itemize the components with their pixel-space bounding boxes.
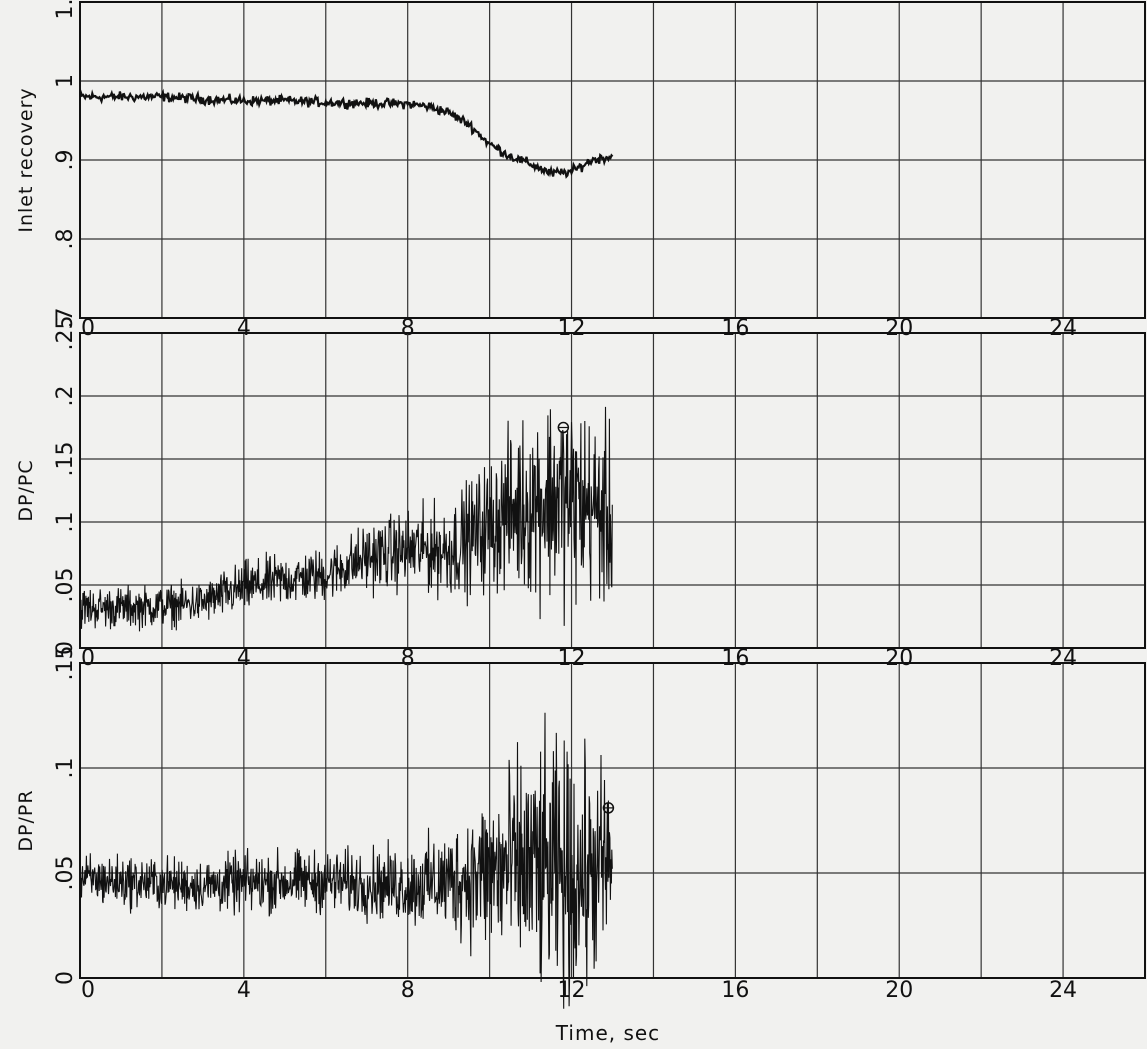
y-tick-label: 1 (53, 74, 78, 88)
series-line-dp-pc (79, 406, 613, 632)
x-tick-label: 0 (81, 316, 95, 341)
x-tick-label: 0 (81, 978, 95, 1003)
y-tick-label: .9 (53, 150, 78, 171)
x-tick-label: 8 (401, 978, 415, 1003)
y-axis-label-dp-pr: DP/PR (15, 789, 37, 851)
y-tick-label: .8 (53, 229, 78, 250)
y-axis-label-inlet-recovery: Inlet recovery (15, 87, 37, 232)
plot-frame (79, 662, 1146, 979)
y-tick-label: .15 (53, 646, 78, 681)
plot-frame (79, 332, 1146, 649)
y-tick-label: .2 (53, 386, 78, 407)
x-tick-label: 0 (81, 646, 95, 671)
x-tick-label: 4 (237, 646, 251, 671)
x-axis-label: Time, sec (555, 1021, 660, 1045)
y-tick-label: .1 (53, 512, 78, 533)
y-tick-label: .25 (53, 316, 78, 351)
x-tick-label: 16 (721, 978, 749, 1003)
y-tick-label: 0 (53, 641, 78, 655)
x-tick-label: 20 (885, 978, 913, 1003)
y-tick-label: .15 (53, 442, 78, 477)
x-tick-label: 4 (237, 316, 251, 341)
series-line-inlet-recovery (78, 88, 614, 179)
y-tick-label: 1.1 (53, 0, 78, 20)
y-tick-label: .05 (53, 568, 78, 603)
plot-frame (79, 1, 1146, 319)
y-tick-label: 0 (53, 971, 78, 985)
series-line-dp-pr (79, 712, 613, 1009)
x-tick-label: 8 (401, 646, 415, 671)
x-tick-label: 4 (237, 978, 251, 1003)
y-tick-label: .05 (53, 856, 78, 891)
x-tick-label: 24 (1049, 978, 1077, 1003)
x-tick-label: 8 (401, 316, 415, 341)
y-tick-label: .1 (53, 758, 78, 779)
panel-dp-pr: 0 4 8 12 16 20 24 0 .05 .1 .15 DP/PR (15, 646, 1146, 1009)
x-tick-label: 12 (558, 978, 586, 1003)
y-tick-label: .7 (53, 308, 78, 329)
y-axis-label-dp-pc: DP/PC (15, 459, 37, 521)
